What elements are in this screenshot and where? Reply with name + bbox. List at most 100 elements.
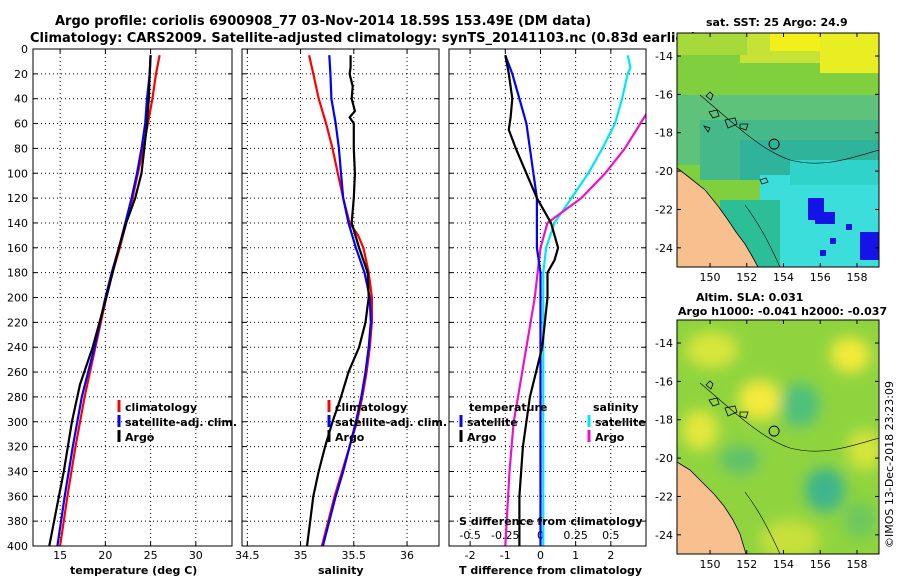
lat-tick-label: -16: [655, 88, 673, 101]
depth-tick-labels: 0 20 40 60 80 100 120 140 160 180 200 220 240 260 280 3…: [7, 43, 28, 553]
lon-tick-label: 158: [846, 271, 867, 284]
lat-tick-label: -24: [655, 242, 673, 255]
sla-map-field: [677, 320, 879, 554]
x-tick-label: 15: [53, 549, 67, 562]
sla-map: Altim. SLA: 0.031 Argo h1000: -0.041 h20…: [655, 291, 887, 571]
depth-tick-label: 20: [14, 68, 28, 81]
salinity-axis-label: salinity: [318, 564, 364, 577]
series-line-salinity-argo: [504, 112, 646, 546]
lat-tick-label: -18: [655, 127, 673, 140]
x-tick-label: 30: [189, 549, 203, 562]
series-line-argo: [305, 55, 370, 546]
lat-tick-label: -20: [655, 452, 673, 465]
legend-header-temperature: temperature: [469, 401, 547, 414]
legend-label-climatology: climatology: [125, 401, 197, 414]
sla-map-title-line1: Altim. SLA: 0.031: [696, 291, 803, 304]
temperature-frame: [32, 48, 233, 547]
series-line-salinity-satellite: [542, 54, 632, 546]
salinity-lines: [305, 54, 373, 546]
lon-tick-label: 156: [810, 271, 831, 284]
difference-grid: [449, 48, 646, 547]
sla-map-title-line2: Argo h1000: -0.041 h2000: -0.037: [678, 305, 887, 318]
figure-title-line2: Climatology: CARS2009. Satellite-adjuste…: [30, 31, 697, 46]
figure-title-line1: Argo profile: coriolis 6900908_77 03-Nov…: [55, 14, 591, 29]
x-tick-label: 25: [144, 549, 158, 562]
difference-frame: [448, 48, 647, 547]
depth-tick-label: 80: [14, 142, 28, 155]
s-diff-tick-label: 0.25: [563, 529, 588, 542]
x-tick-label: 35.5: [342, 549, 367, 562]
depth-tick-label: 160: [7, 242, 28, 255]
depth-tick-label: 380: [7, 515, 28, 528]
lat-tick-label: -20: [655, 165, 673, 178]
legend-label-argo: Argo: [125, 431, 155, 444]
sla-map-lat-tick-labels: -14 -16 -18 -20 -22 -24: [655, 337, 879, 542]
lon-tick-label: 154: [773, 558, 794, 571]
sst-map-frame: [676, 32, 880, 268]
legend-label-sal-argo: Argo: [595, 431, 625, 444]
lon-tick-label: 152: [736, 558, 757, 571]
temperature-lines: [48, 54, 161, 546]
depth-tick-label: 220: [7, 316, 28, 329]
x-tick-label: -2: [465, 549, 476, 562]
temperature-panel: 0 20 40 60 80 100 120 140 160 180 200 220 240 260 280 3…: [7, 43, 237, 577]
depth-tick-label: 280: [7, 391, 28, 404]
series-line-argo: [48, 55, 152, 546]
series-line-temperature-argo: [504, 54, 560, 546]
depth-tick-label: 180: [7, 267, 28, 280]
depth-tick-label: 140: [7, 217, 28, 230]
temperature-x-tick-labels: 15 20 25 30: [53, 549, 203, 562]
sst-map-field: [677, 33, 879, 267]
depth-tick-label: 200: [7, 292, 28, 305]
s-diff-tick-label: 0.5: [602, 529, 620, 542]
legend-label-satellite: satellite-adj. clim.: [335, 416, 447, 429]
s-diff-axis-label: S difference from climatology: [459, 515, 643, 528]
t-diff-axis-label: T difference from climatology: [459, 564, 642, 577]
sst-map: sat. SST: 25 Argo: 24.9: [655, 16, 880, 284]
depth-tick-label: 240: [7, 341, 28, 354]
temperature-axis-label: temperature (deg C): [70, 564, 197, 577]
lat-tick-label: -18: [655, 414, 673, 427]
depth-tick-label: 260: [7, 366, 28, 379]
depth-tick-label: 320: [7, 441, 28, 454]
series-line-temperature-satellite: [504, 54, 542, 546]
difference-lines: [504, 54, 646, 546]
sla-map-frame: [676, 319, 880, 555]
t-diff-x-tick-labels: -2 -1 0 1 2: [465, 549, 615, 562]
sst-map-argo-marker: [768, 138, 780, 150]
x-tick-label: 36: [400, 549, 414, 562]
legend-label-climatology: climatology: [335, 401, 407, 414]
depth-tick-label: 60: [14, 118, 28, 131]
x-tick-label: 34.5: [235, 549, 260, 562]
sla-map-lon-tick-labels: 150 152 154 156 158: [700, 320, 867, 571]
salinity-panel: 34.5 35 35.5 36 salinity climatology satell…: [235, 48, 447, 577]
lat-tick-label: -16: [655, 375, 673, 388]
lon-tick-label: 156: [810, 558, 831, 571]
lat-tick-label: -22: [655, 203, 673, 216]
depth-tick-label: 400: [7, 540, 28, 553]
depth-tick-label: 100: [7, 167, 28, 180]
lon-tick-label: 152: [736, 271, 757, 284]
salinity-x-tick-labels: 34.5 35 35.5 36: [235, 549, 414, 562]
difference-legend: temperature salinity satellite Argo sate…: [459, 401, 646, 444]
temperature-legend: climatology satellite-adj. clim. Argo: [117, 400, 237, 444]
depth-tick-label: 340: [7, 465, 28, 478]
lat-tick-label: -22: [655, 490, 673, 503]
lon-tick-label: 158: [846, 558, 867, 571]
x-tick-label: -1: [500, 549, 511, 562]
lon-tick-label: 150: [700, 271, 721, 284]
s-diff-tick-label: -0.5: [459, 529, 480, 542]
imos-credit: ©IMOS 13-Dec-2018 23:23:09: [883, 381, 896, 548]
depth-tick-label: 40: [14, 93, 28, 106]
depth-tick-label: 300: [7, 416, 28, 429]
x-tick-label: 2: [607, 549, 614, 562]
difference-panel: -2 -1 0 1 2 -0.5 -0.25 0 0.25 0.5 T difference f…: [448, 48, 647, 577]
x-tick-label: 35: [294, 549, 308, 562]
salinity-frame: [241, 48, 440, 547]
legend-label-argo: Argo: [335, 431, 365, 444]
sst-map-title: sat. SST: 25 Argo: 24.9: [706, 16, 848, 29]
sst-map-lon-tick-labels: 150 152 154 156 158: [700, 33, 867, 284]
legend-label-temp-argo: Argo: [467, 431, 497, 444]
depth-tick-label: 120: [7, 192, 28, 205]
